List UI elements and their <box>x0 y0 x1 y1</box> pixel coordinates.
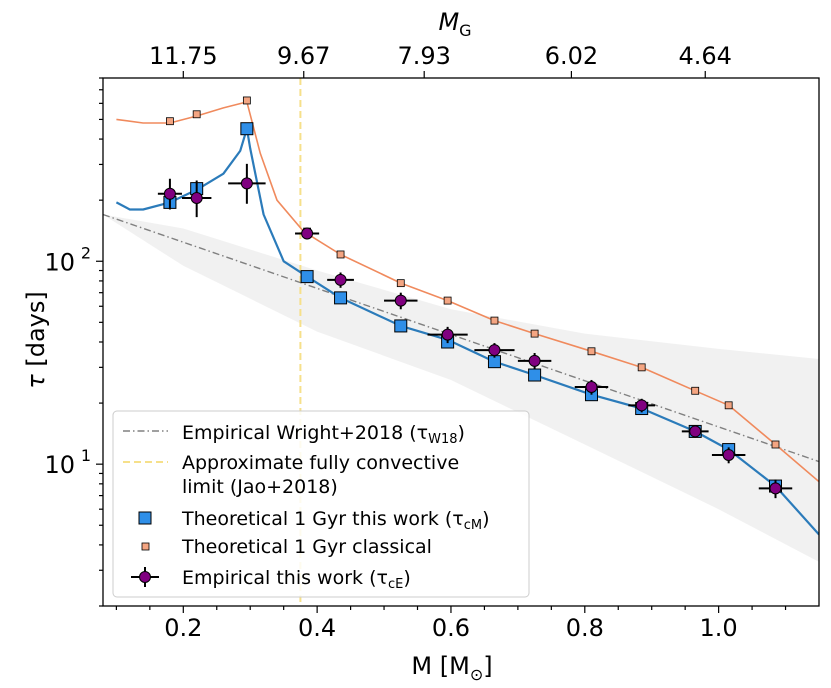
classical-point <box>637 363 646 372</box>
empirical-point <box>441 328 454 341</box>
legend-label-wright: Empirical Wright+2018 (τW18) <box>182 422 465 447</box>
classical-point <box>691 386 700 395</box>
classical-point <box>242 96 251 105</box>
top-tick-label: 9.67 <box>277 42 330 70</box>
classical-point <box>192 110 201 119</box>
y-tick-label: 10 <box>44 248 75 276</box>
legend-label-limit-line2: limit (Jao+2018) <box>182 476 338 498</box>
series-markers <box>157 96 793 499</box>
classical-point <box>530 329 539 338</box>
y-tick-exponent: 2 <box>81 243 91 262</box>
empirical-point <box>689 425 702 438</box>
legend-label-thiswork: Theoretical 1 Gyr this work (τcM) <box>181 508 490 533</box>
thiswork-point <box>394 319 408 333</box>
classical-point <box>166 117 174 126</box>
thiswork-point <box>240 122 254 136</box>
legend-marker-empirical <box>131 567 159 587</box>
thiswork-point <box>300 270 314 284</box>
empirical-point <box>585 381 598 394</box>
legend-box <box>112 410 530 598</box>
classical-point <box>724 401 733 410</box>
x-tick-label: 0.2 <box>164 614 202 642</box>
band-area <box>103 214 819 562</box>
wright-uncertainty-band <box>103 214 819 562</box>
y-axis-label: τ [days] <box>22 291 50 388</box>
x-tick-label: 0.4 <box>298 614 336 642</box>
empirical-point <box>528 354 541 367</box>
thiswork-point <box>528 368 542 382</box>
legend-label-empirical: Empirical this work (τcE) <box>182 567 411 592</box>
legend: Empirical Wright+2018 (τW18) Approximate… <box>112 410 530 598</box>
legend-marker-thiswork <box>138 511 152 525</box>
classical-point <box>587 347 596 356</box>
classical-curve <box>116 101 819 483</box>
top-axis-label: MG <box>438 8 471 40</box>
empirical-point <box>163 187 176 200</box>
empirical-point <box>334 273 347 286</box>
top-tick-label: 7.93 <box>397 42 450 70</box>
empirical-point <box>240 177 253 190</box>
x-tick-label: 0.6 <box>432 614 470 642</box>
x-tick-label: 0.8 <box>566 614 604 642</box>
empirical-point <box>301 227 314 240</box>
y-tick-label: 10 <box>44 451 75 479</box>
empirical-point <box>488 344 501 357</box>
classical-point <box>771 440 780 449</box>
empirical-point <box>190 191 203 204</box>
top-tick-label: 4.64 <box>679 42 732 70</box>
legend-label-limit: Approximate fully convective <box>182 452 459 474</box>
classical-point <box>336 250 345 259</box>
empirical-point <box>722 448 735 461</box>
classical-point <box>396 279 405 288</box>
empirical-point <box>769 482 782 495</box>
classical-point <box>490 316 499 325</box>
empirical-point <box>394 294 407 307</box>
y-tick-exponent: 1 <box>81 446 91 465</box>
empirical-point <box>635 399 648 412</box>
thiswork-point <box>334 291 348 305</box>
x-tick-label: 1.0 <box>700 614 738 642</box>
classical-point <box>443 296 452 305</box>
legend-marker-classical <box>141 542 150 551</box>
top-tick-label: 11.75 <box>149 42 218 70</box>
legend-label-classical: Theoretical 1 Gyr classical <box>181 536 432 558</box>
wright-line <box>103 213 819 463</box>
x-axis-label: M [M⊙] <box>411 652 492 684</box>
top-tick-label: 6.02 <box>545 42 598 70</box>
